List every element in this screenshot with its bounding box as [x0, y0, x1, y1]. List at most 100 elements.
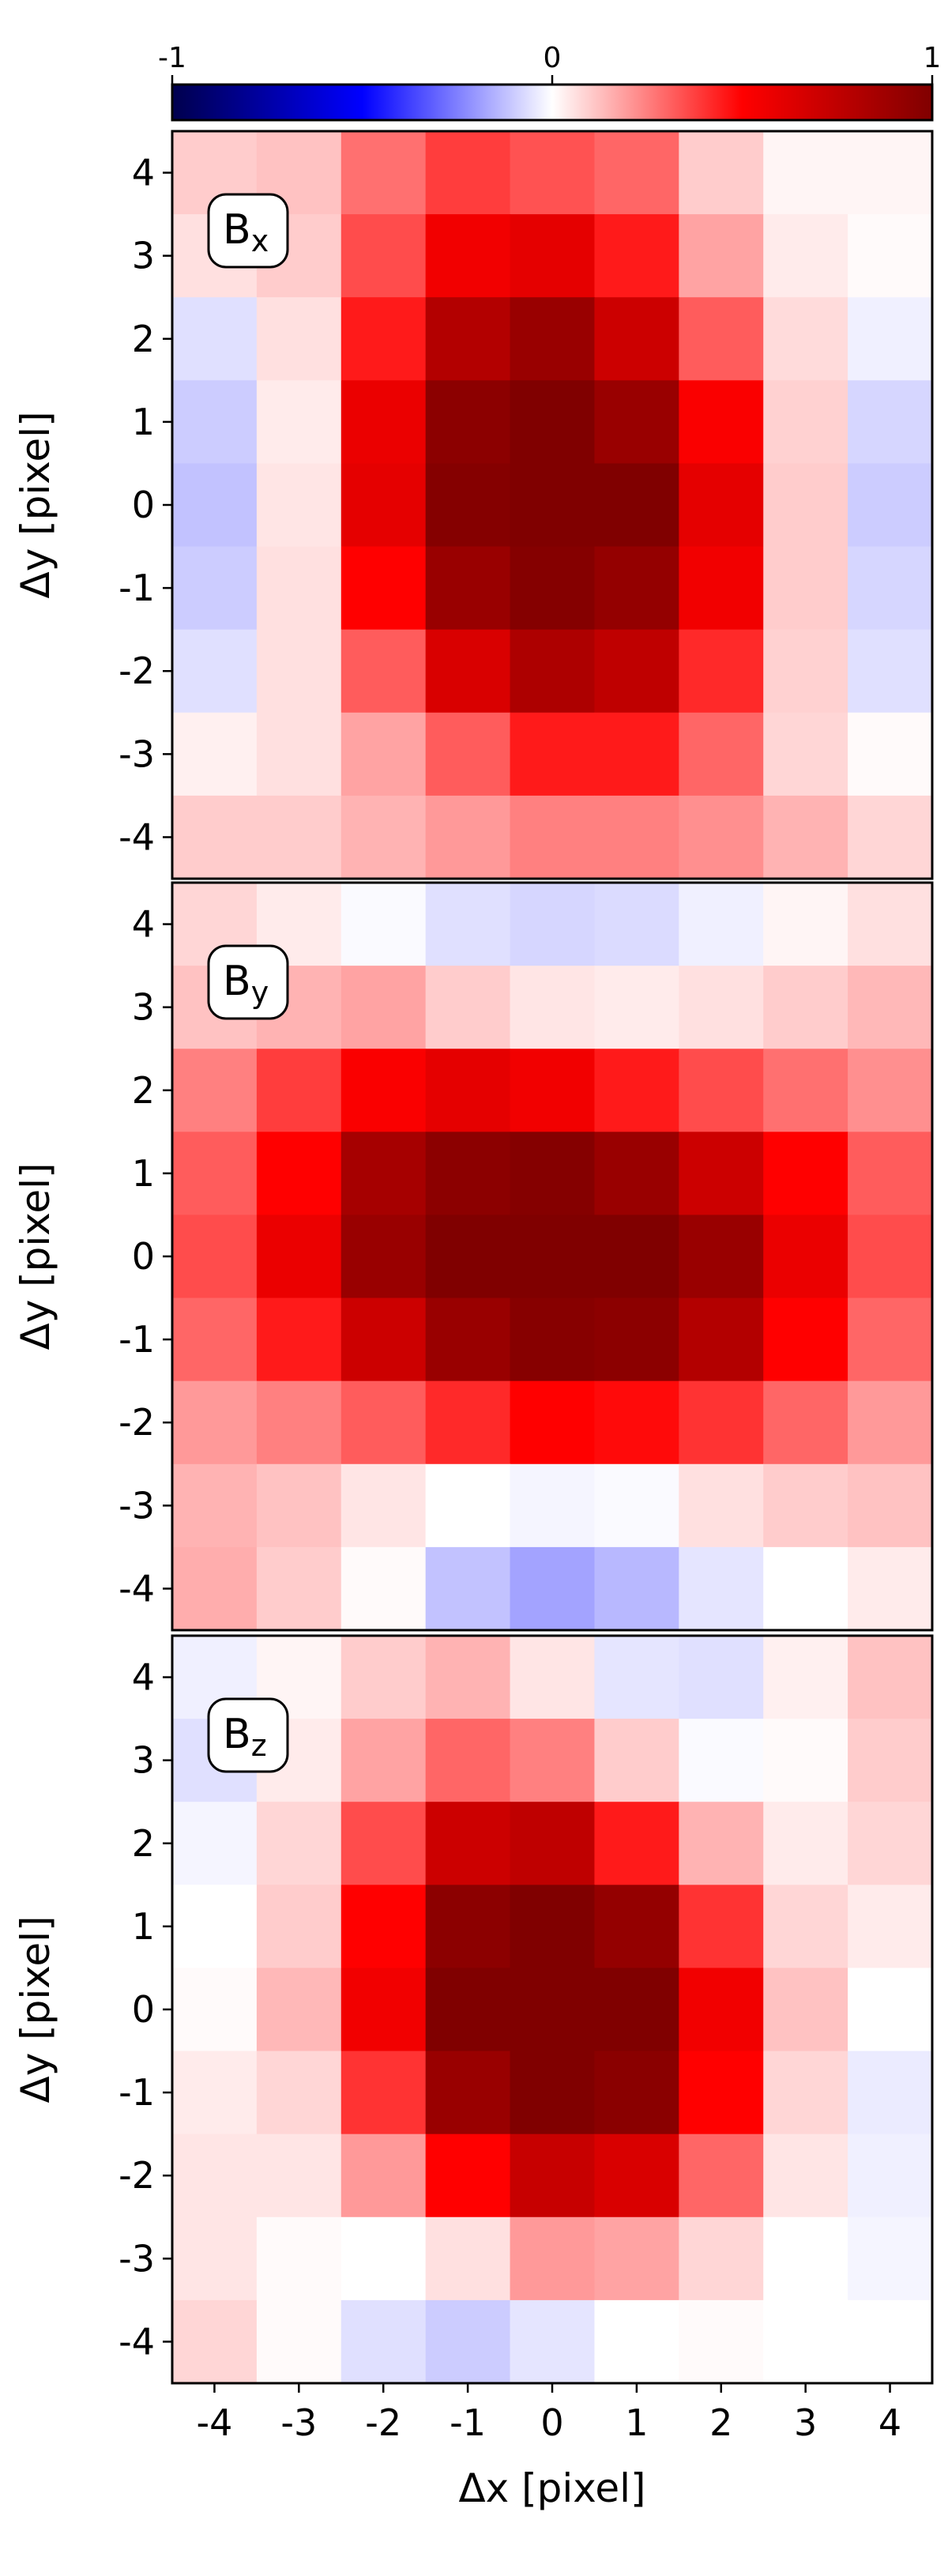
heatmap-cell: [763, 1719, 848, 1802]
heatmap-cell: [848, 1546, 933, 1631]
heatmap-cell: [510, 1297, 596, 1382]
heatmap-cell: [763, 966, 848, 1049]
heatmap-cell: [679, 1719, 764, 1802]
heatmap-cell: [679, 883, 764, 966]
heatmap-cell: [679, 214, 764, 298]
heatmap-cell: [848, 1885, 933, 1969]
heatmap-cell: [510, 1802, 596, 1885]
heatmap-cell: [763, 1132, 848, 1216]
x-tick-label: 4: [878, 2401, 901, 2444]
x-tick-label: -3: [280, 2401, 317, 2444]
y-tick-label: -3: [118, 733, 155, 775]
y-tick-label: -3: [118, 2237, 155, 2280]
heatmap-cell: [510, 712, 596, 797]
y-tick-label: -2: [118, 1401, 155, 1444]
heatmap-cell: [425, 1802, 511, 1885]
heatmap-cell: [340, 1380, 427, 1465]
heatmap-cell: [594, 1546, 679, 1631]
heatmap-cell: [594, 883, 679, 966]
heatmap-cell: [763, 1297, 848, 1382]
heatmap-cells: [172, 131, 933, 879]
heatmap-cell: [256, 2133, 342, 2218]
y-tick-label: 0: [132, 484, 155, 526]
heatmap-cell: [172, 1049, 258, 1132]
heatmap-cell: [763, 712, 848, 797]
heatmap-cell: [679, 1380, 764, 1465]
heatmap-cell: [594, 1885, 679, 1969]
heatmap-cell: [172, 1546, 258, 1631]
heatmap-cell: [510, 2216, 596, 2301]
heatmap-cell: [679, 629, 764, 714]
heatmap-cell: [340, 2133, 427, 2218]
heatmap-cell: [510, 1968, 596, 2052]
heatmap-cell: [510, 629, 596, 714]
heatmap-cell: [425, 1546, 511, 1631]
heatmap-cell: [594, 712, 679, 797]
heatmap-cell: [679, 2133, 764, 2218]
heatmap-cell: [256, 1297, 342, 1382]
y-tick-label: 1: [132, 1152, 155, 1195]
heatmap-cell: [425, 712, 511, 797]
heatmap-cell: [172, 380, 258, 465]
heatmap-cell: [340, 966, 427, 1049]
heatmap-cell: [256, 1049, 342, 1132]
heatmap-cell: [340, 2216, 427, 2301]
heatmap-cell: [848, 883, 933, 966]
heatmap-cell: [679, 1885, 764, 1969]
heatmap-cell: [340, 463, 427, 548]
heatmap-cell: [340, 712, 427, 797]
y-tick-label: -2: [118, 650, 155, 692]
heatmap-cell: [679, 2051, 764, 2135]
panel-label-box: [207, 193, 289, 269]
heatmap-cell: [172, 1802, 258, 1885]
heatmap-cell: [510, 1463, 596, 1548]
colorbar: -1 0 1: [158, 42, 942, 122]
heatmap-cell: [256, 463, 342, 548]
heatmap-cell: [340, 1463, 427, 1548]
heatmap-cell: [172, 1380, 258, 1465]
heatmap-cell: [340, 2051, 427, 2135]
heatmap-cell: [172, 1968, 258, 2052]
heatmap-cell: [256, 1215, 342, 1299]
heatmap-cell: [510, 1546, 596, 1631]
y-tick-label: 1: [132, 1905, 155, 1948]
y-tick-label: 2: [132, 1822, 155, 1865]
heatmap-cell: [679, 795, 764, 879]
heatmap-cell: [425, 380, 511, 465]
heatmap-cell: [172, 795, 258, 879]
heatmap-cell: [425, 2299, 511, 2384]
heatmap-cell: [848, 214, 933, 298]
heatmap-cell: [425, 2216, 511, 2301]
x-tick-label: 0: [540, 2401, 563, 2444]
heatmap-panels: 4 3 2 1 0 -1 -2 -3 -4 Δy [pixel] Bx 4 3 2 1 0 -1 -2 -3 -4 Δy…: [13, 130, 934, 2511]
heatmap-cell: [340, 629, 427, 714]
y-tick-label: 3: [132, 235, 155, 277]
colorbar-tick-label: 1: [924, 42, 942, 74]
heatmap-cell: [594, 463, 679, 548]
heatmap-cell: [763, 795, 848, 879]
heatmap-cell: [340, 1132, 427, 1216]
heatmap-cell: [256, 1132, 342, 1216]
heatmap-cell: [425, 2051, 511, 2135]
heatmap-cell: [256, 1802, 342, 1885]
heatmap-cell: [425, 131, 511, 215]
heatmap-cell: [172, 629, 258, 714]
heatmap-cell: [763, 214, 848, 298]
heatmap-cell: [594, 1380, 679, 1465]
heatmap-cell: [340, 1049, 427, 1132]
y-axis-label: Δy [pixel]: [13, 411, 58, 598]
heatmap-cell: [256, 1380, 342, 1465]
heatmap-cell: [340, 380, 427, 465]
y-tick-label: -1: [118, 2071, 155, 2114]
heatmap-cell: [594, 1968, 679, 2052]
heatmap-cell: [848, 1636, 933, 1719]
x-tick-label: -4: [197, 2401, 233, 2444]
heatmap-cell: [256, 1885, 342, 1969]
y-tick-label: -1: [118, 1318, 155, 1361]
heatmap-cell: [256, 795, 342, 879]
x-axis-label: Δx [pixel]: [458, 2465, 645, 2511]
heatmap-cell: [848, 1297, 933, 1382]
heatmap-cell: [763, 131, 848, 215]
heatmap-cell: [172, 297, 258, 381]
heatmap-cell: [510, 795, 596, 879]
